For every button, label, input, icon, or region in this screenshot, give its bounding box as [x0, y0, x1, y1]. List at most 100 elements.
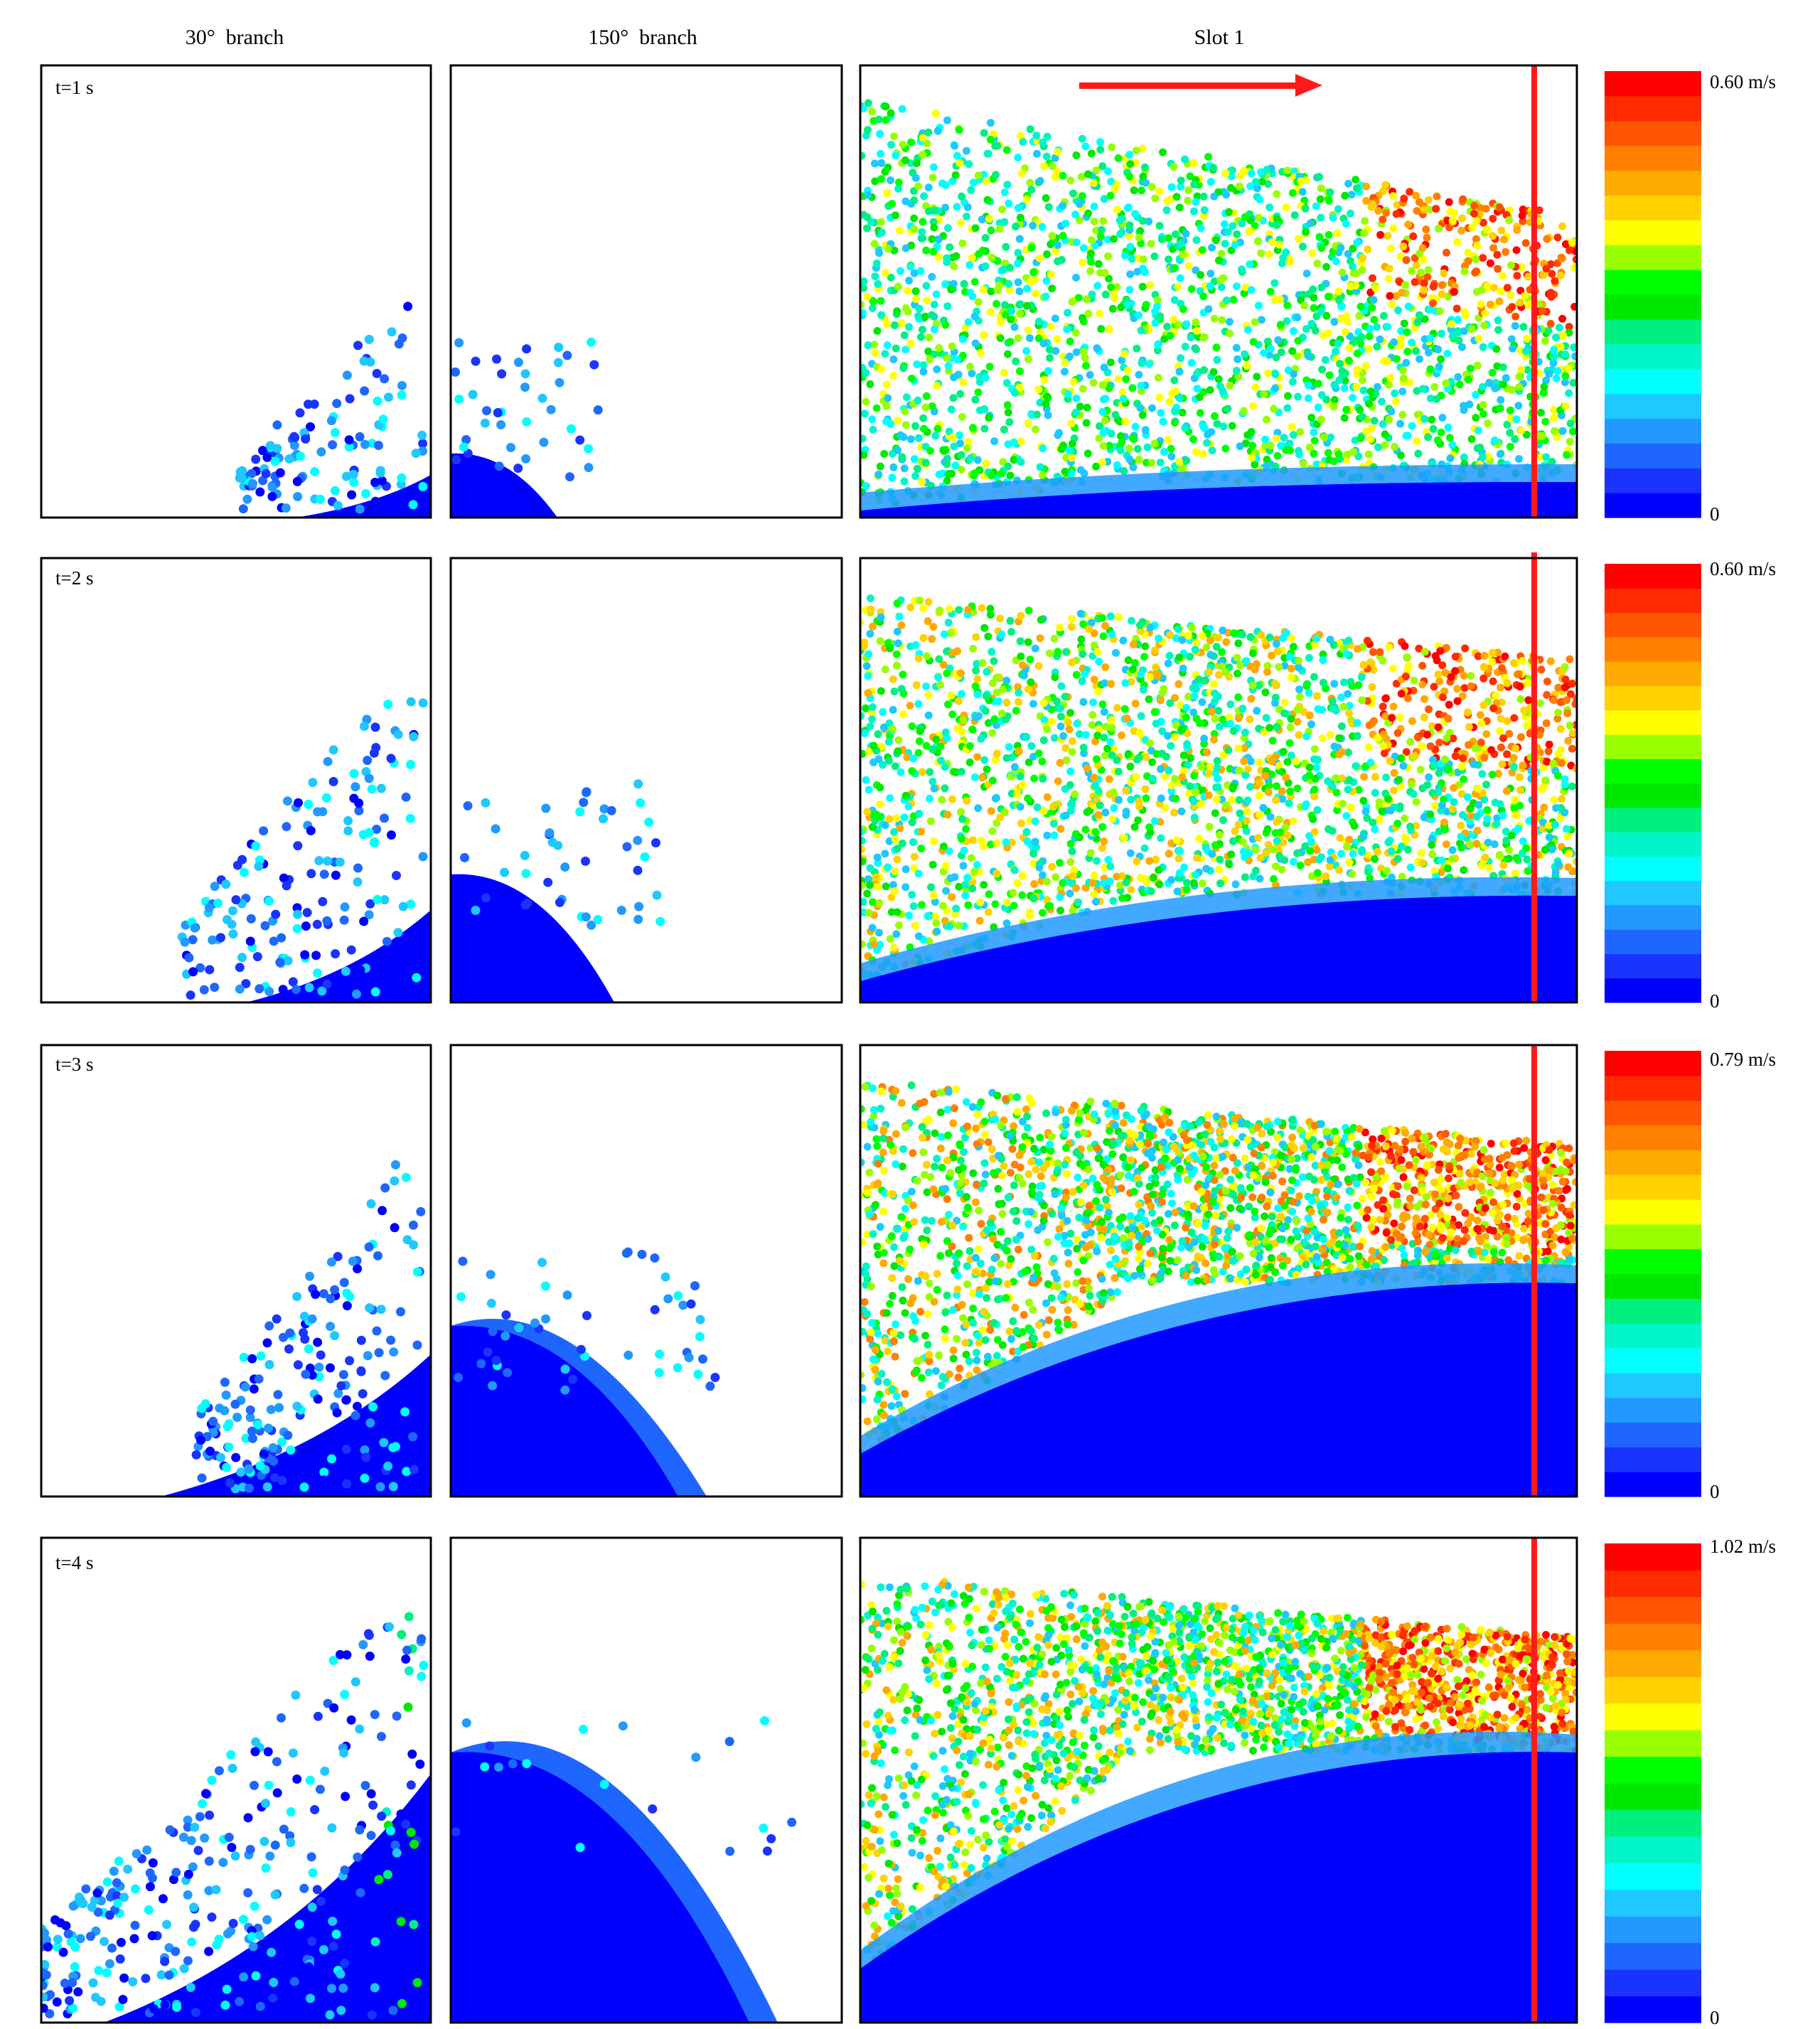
colorbar-band	[1605, 394, 1701, 419]
colorbar-band	[1605, 1447, 1701, 1472]
colorbar-band	[1605, 1199, 1701, 1224]
flow-direction-arrow	[1079, 74, 1322, 97]
colorbar-band	[1605, 978, 1701, 1003]
colorbar-band	[1605, 1969, 1701, 1996]
colorbar-row-1	[1605, 71, 1701, 518]
slot-1-particles-row-4	[857, 1578, 1581, 2023]
colorbar-row-3	[1605, 1051, 1701, 1497]
colorbar-band	[1605, 1943, 1701, 1970]
time-label-row-4: t=4 s	[55, 1552, 94, 1574]
figure-row-1	[41, 65, 1701, 518]
colorbar-band	[1605, 685, 1701, 710]
colorbar-band	[1605, 613, 1701, 638]
colorbar-band	[1605, 1916, 1701, 1943]
colorbar-band	[1605, 1730, 1701, 1757]
colorbar-row-4	[1605, 1543, 1701, 2023]
colorbar-band	[1605, 1125, 1701, 1150]
colorbar-band	[1605, 1174, 1701, 1199]
colorbar-band	[1605, 1101, 1701, 1125]
colorbar-band	[1605, 1472, 1701, 1497]
colorbar-band	[1605, 1051, 1701, 1076]
flow-arrow-shaft	[1079, 82, 1300, 89]
colorbar-band	[1605, 637, 1701, 662]
colorbar-band	[1605, 369, 1701, 395]
figure-row-4	[36, 1538, 1701, 2023]
colorbar-band	[1605, 418, 1701, 444]
colorbar-band	[1605, 1783, 1701, 1810]
figure-row-2	[41, 552, 1701, 1003]
colorbar-max-row-4: 1.02 m/s	[1710, 1536, 1776, 1558]
slot-1-outlet-line-row-3	[1531, 1045, 1537, 1497]
colorbar-band	[1605, 832, 1701, 857]
slot-1-outlet-line-row-2	[1531, 552, 1537, 1002]
colorbar-band	[1605, 856, 1701, 881]
branch-150-particles-row-3	[451, 1248, 719, 1497]
colorbar-band	[1605, 1398, 1701, 1423]
branch-30-particles-row-4	[36, 1612, 431, 2023]
colorbar-min-row-2: 0	[1710, 990, 1720, 1012]
colorbar-band	[1605, 881, 1701, 906]
colorbar-min-row-1: 0	[1710, 503, 1720, 525]
colorbar-band	[1605, 493, 1701, 518]
colorbar-band	[1605, 1597, 1701, 1624]
panel-grid	[36, 65, 1701, 2023]
colorbar-band	[1605, 905, 1701, 930]
column-title-30-branch: 30° branch	[186, 26, 284, 50]
colorbar-band	[1605, 1543, 1701, 1570]
colorbar-band	[1605, 783, 1701, 808]
colorbar-band	[1605, 71, 1701, 97]
colorbar-band	[1605, 1623, 1701, 1650]
colorbar-band	[1605, 588, 1701, 613]
colorbar-band	[1605, 1076, 1701, 1101]
colorbar-band	[1605, 1150, 1701, 1174]
colorbar-band	[1605, 953, 1701, 978]
time-label-row-1: t=1 s	[55, 77, 94, 99]
branch-150-particles-row-4	[451, 1716, 796, 2023]
slot-1-outlet-line-row-1	[1531, 65, 1537, 518]
branch-150-mound	[451, 454, 557, 518]
colorbar-min-row-4: 0	[1710, 2007, 1720, 2029]
colorbar-band	[1605, 1890, 1701, 1917]
colorbar-band	[1605, 734, 1701, 759]
colorbar-band	[1605, 1836, 1701, 1863]
colorbar-band	[1605, 1650, 1701, 1677]
branch-150-particles-row-2	[451, 779, 665, 1002]
slot-1-outlet-line-row-4	[1531, 1538, 1537, 2023]
branch-30-particles-row-2	[178, 697, 431, 1002]
colorbar-min-row-3: 0	[1710, 1481, 1720, 1503]
colorbar-band	[1605, 443, 1701, 469]
colorbar-band	[1605, 929, 1701, 954]
colorbar-band	[1605, 759, 1701, 783]
colorbar-band	[1605, 1423, 1701, 1447]
colorbar-band	[1605, 121, 1701, 146]
colorbar-band	[1605, 1703, 1701, 1730]
time-label-row-3: t=3 s	[55, 1054, 94, 1076]
colorbar-band	[1605, 1249, 1701, 1274]
colorbar-band	[1605, 1863, 1701, 1890]
branch-30-particles-row-3	[161, 1160, 431, 1497]
colorbar-max-row-2: 0.60 m/s	[1710, 558, 1776, 580]
colorbar-band	[1605, 710, 1701, 735]
branch-30-particles-row-1	[235, 302, 431, 518]
colorbar-band	[1605, 245, 1701, 270]
column-title-150-branch: 150° branch	[588, 26, 697, 50]
branch-30-frame-row-1	[41, 65, 431, 518]
colorbar-band	[1605, 1757, 1701, 1784]
branch-150-mound	[451, 874, 614, 1002]
colorbar-row-2	[1605, 564, 1701, 1003]
colorbar-band	[1605, 294, 1701, 320]
slot-1-particles-row-2	[857, 594, 1581, 1002]
colorbar-band	[1605, 1274, 1701, 1299]
slot-1-particles-row-1	[857, 100, 1580, 518]
colorbar-band	[1605, 220, 1701, 245]
colorbar-band	[1605, 468, 1701, 493]
colorbar-band	[1605, 1373, 1701, 1398]
slot-1-particles-row-3	[857, 1081, 1580, 1497]
colorbar-band	[1605, 1323, 1701, 1348]
colorbar-band	[1605, 269, 1701, 295]
colorbar-band	[1605, 344, 1701, 370]
colorbar-band	[1605, 564, 1701, 589]
figure-row-3	[41, 1045, 1701, 1497]
colorbar-band	[1605, 1809, 1701, 1836]
